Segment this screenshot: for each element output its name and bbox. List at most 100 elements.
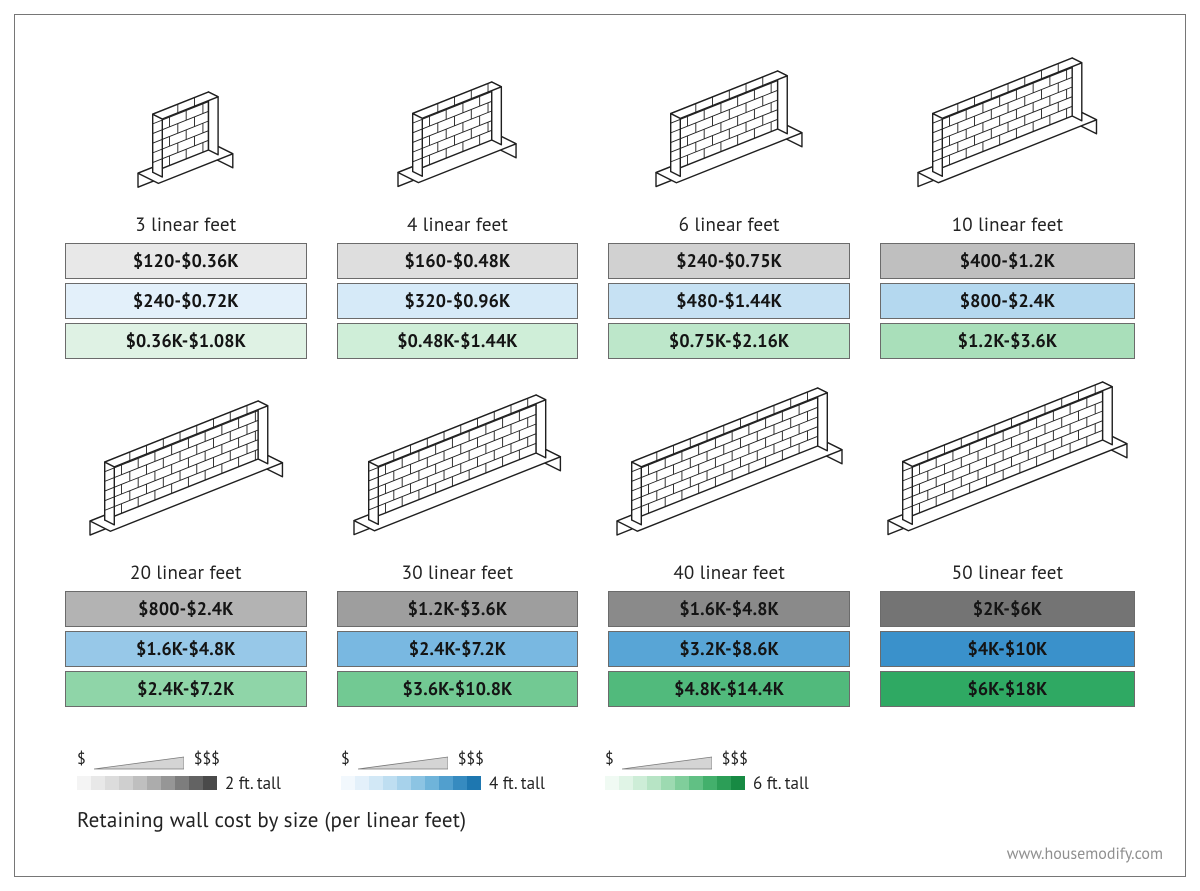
price-row: $0.48K-$1.44K (337, 323, 579, 359)
price-row: $0.36K-$1.08K (65, 323, 307, 359)
wall-card: 6 linear feet$240-$0.75K$480-$1.44K$0.75… (608, 55, 850, 363)
swatch (605, 776, 619, 790)
legend-high: $$$ (722, 749, 748, 769)
wall-illustration (608, 403, 850, 553)
size-label: 40 linear feet (673, 561, 785, 585)
swatch (453, 776, 467, 790)
swatch (675, 776, 689, 790)
swatch (147, 776, 161, 790)
swatch (161, 776, 175, 790)
swatch (647, 776, 661, 790)
swatch (369, 776, 383, 790)
wall-card: 20 linear feet $800-$2.4K $1.6K-$4.8K $2.4K… (65, 403, 307, 711)
size-label: 30 linear feet (402, 561, 514, 585)
wall-illustration (65, 403, 307, 553)
price-row: $240-$0.72K (65, 283, 307, 319)
price-row: $0.75K-$2.16K (608, 323, 850, 359)
swatch (91, 776, 105, 790)
wedge-icon (94, 755, 184, 769)
price-row: $4.8K-$14.4K (608, 671, 850, 707)
price-row: $800-$2.4K (65, 591, 307, 627)
size-label: 6 linear feet (679, 213, 780, 237)
caption: Retaining wall cost by size (per linear … (77, 806, 1135, 833)
wall-illustration (337, 403, 579, 553)
swatch (717, 776, 731, 790)
legend-swatches: 2 ft. tall (77, 772, 281, 794)
swatch (703, 776, 717, 790)
legend-label: 2 ft. tall (225, 772, 281, 794)
wall-illustration (608, 55, 850, 205)
legend-item: $$$$2 ft. tall (77, 749, 281, 794)
swatch (439, 776, 453, 790)
swatch-strip (605, 776, 745, 790)
legend-high: $$$ (194, 749, 220, 769)
swatch (633, 776, 647, 790)
price-row: $800-$2.4K (880, 283, 1135, 319)
price-row: $1.2K-$3.6K (880, 323, 1135, 359)
price-row: $3.6K-$10.8K (337, 671, 579, 707)
wall-card: 4 linear feet $160-$0.48K $320-$0.96K $0.48… (337, 55, 579, 363)
card-grid: 3 linear feet $120-$0.36K $240-$0.72K $0.36… (65, 55, 1135, 711)
legend: $$$$2 ft. tall$$$$4 ft. tall$$$$6 ft. ta… (77, 749, 1135, 794)
size-label: 4 linear feet (407, 213, 508, 237)
legend-swatches: 6 ft. tall (605, 772, 809, 794)
infographic-frame: 3 linear feet $120-$0.36K $240-$0.72K $0.36… (14, 14, 1186, 877)
swatch (203, 776, 217, 790)
price-row: $2K-$6K (880, 591, 1135, 627)
price-row: $1.2K-$3.6K (337, 591, 579, 627)
wall-card: 10 linear feet $400-$1.2K $800-$2.4K $1.2K-… (880, 55, 1135, 363)
swatch (397, 776, 411, 790)
price-row: $240-$0.75K (608, 243, 850, 279)
wall-illustration (880, 55, 1135, 205)
price-row: $1.6K-$4.8K (65, 631, 307, 667)
legend-label: 4 ft. tall (489, 772, 545, 794)
wall-card: 50 linear feet $2K-$6K $4K-$10K $6K-$18K (880, 403, 1135, 711)
legend-label: 6 ft. tall (753, 772, 809, 794)
legend-low: $ (77, 749, 86, 769)
legend-item: $$$$4 ft. tall (341, 749, 545, 794)
legend-item: $$$$6 ft. tall (605, 749, 809, 794)
legend-swatches: 4 ft. tall (341, 772, 545, 794)
swatch (467, 776, 481, 790)
size-label: 20 linear feet (130, 561, 242, 585)
wedge-icon (358, 755, 448, 769)
swatch (119, 776, 133, 790)
price-row: $320-$0.96K (337, 283, 579, 319)
swatch (77, 776, 91, 790)
swatch (105, 776, 119, 790)
price-row: $1.6K-$4.8K (608, 591, 850, 627)
size-label: 50 linear feet (952, 561, 1064, 585)
price-row: $2.4K-$7.2K (337, 631, 579, 667)
attribution: www.housemodify.com (1007, 844, 1163, 864)
legend-low: $ (605, 749, 614, 769)
swatch (189, 776, 203, 790)
swatch (355, 776, 369, 790)
swatch-strip (341, 776, 481, 790)
price-row: $400-$1.2K (880, 243, 1135, 279)
swatch (133, 776, 147, 790)
legend-scale: $$$$ (77, 749, 281, 769)
wall-illustration (65, 55, 307, 205)
size-label: 3 linear feet (135, 213, 236, 237)
price-row: $4K-$10K (880, 631, 1135, 667)
legend-high: $$$ (458, 749, 484, 769)
swatch (411, 776, 425, 790)
size-label: 10 linear feet (952, 213, 1064, 237)
legend-scale: $$$$ (341, 749, 545, 769)
swatch (731, 776, 745, 790)
price-row: $3.2K-$8.6K (608, 631, 850, 667)
swatch (619, 776, 633, 790)
swatch (383, 776, 397, 790)
wall-illustration (880, 403, 1135, 553)
swatch (341, 776, 355, 790)
swatch (689, 776, 703, 790)
price-row: $120-$0.36K (65, 243, 307, 279)
price-row: $6K-$18K (880, 671, 1135, 707)
swatch (425, 776, 439, 790)
swatch (661, 776, 675, 790)
wall-card: 3 linear feet $120-$0.36K $240-$0.72K $0.36… (65, 55, 307, 363)
price-row: $2.4K-$7.2K (65, 671, 307, 707)
legend-low: $ (341, 749, 350, 769)
price-row: $160-$0.48K (337, 243, 579, 279)
wall-card: 30 linear feet $1.2K-$3.6K $2.4K-$7.2K $3.6… (337, 403, 579, 711)
